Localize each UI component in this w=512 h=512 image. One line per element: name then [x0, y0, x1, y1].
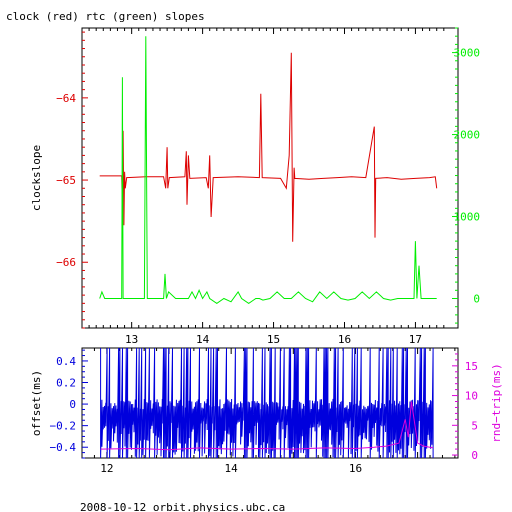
y2-tick-label: 0 — [471, 449, 478, 462]
x-tick-label: 16 — [349, 462, 362, 475]
y2-tick-label: 0 — [473, 292, 480, 305]
x-tick-label: 15 — [267, 333, 280, 346]
y-tick-label: −0.4 — [50, 441, 77, 454]
x-tick-label: 13 — [125, 333, 138, 346]
offset-roundtrip-chart: 12 14 16 0.4 0.2 0 −0.2 −0.4 offset(ms) 0 5 10 15 rnd… — [30, 347, 503, 475]
y-axis-label: offset(ms) — [30, 370, 43, 436]
y-tick-label: −65 — [56, 174, 76, 187]
y-tick-label: −64 — [56, 92, 76, 105]
x-tick-label: 14 — [225, 462, 239, 475]
clock-rtc-slope-chart: 13 14 15 16 17 −64 −65 −66 clockslope 0 1000 2000 30… — [30, 27, 481, 346]
y2-tick-label: 3000 — [454, 47, 481, 60]
chart-title: clock (red) rtc (green) slopes — [6, 10, 205, 23]
y2-tick-label: 5 — [471, 419, 478, 432]
y2-tick-label: 10 — [465, 390, 478, 403]
y-tick-label: −66 — [56, 256, 76, 269]
y-tick-label: 0.4 — [56, 355, 76, 368]
y2-tick-label: 1000 — [454, 211, 481, 224]
y-axis-label: clockslope — [30, 145, 43, 211]
series-offset — [100, 348, 434, 458]
x-tick-label: 16 — [338, 333, 351, 346]
y-tick-label: 0 — [69, 398, 76, 411]
y-tick-label: 0.2 — [56, 377, 76, 390]
bottom-series — [100, 348, 434, 458]
y2-tick-label: 2000 — [454, 129, 481, 142]
series-rnd-trip — [100, 401, 434, 451]
x-tick-label: 17 — [409, 333, 422, 346]
y-tick-label: −0.2 — [50, 420, 77, 433]
footer-caption: 2008-10-12 orbit.physics.ubc.ca — [80, 501, 285, 512]
x-tick-label: 14 — [196, 333, 210, 346]
series-rtc — [99, 36, 437, 305]
x-tick-label: 12 — [100, 462, 113, 475]
series-clock — [99, 52, 438, 242]
y2-axis-label: rnd−trip(ms) — [490, 363, 503, 442]
y2-tick-label: 15 — [465, 360, 478, 373]
plot-frame — [81, 27, 459, 329]
